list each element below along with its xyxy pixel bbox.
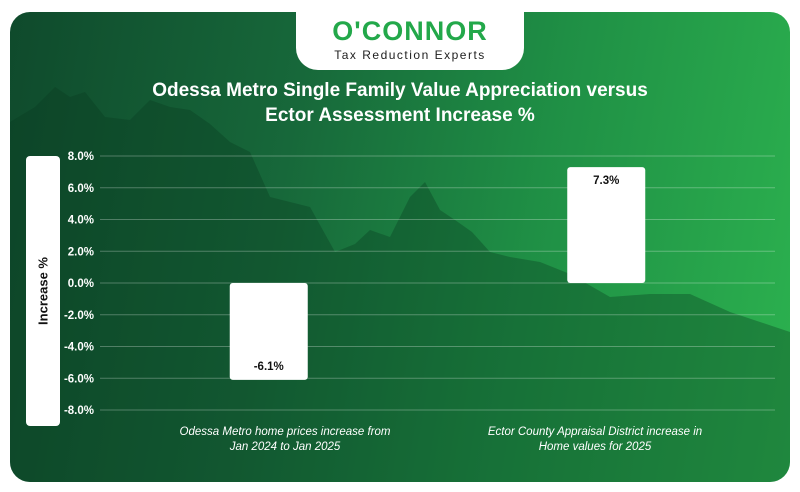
y-tick-label: -6.0% [64, 373, 94, 385]
x-category-label-2: Ector County Appraisal District increase… [465, 425, 725, 455]
chart-title: Odessa Metro Single Family Value Appreci… [100, 78, 700, 128]
brand-tagline: Tax Reduction Experts [334, 48, 486, 62]
y-tick-label: -2.0% [64, 310, 94, 322]
logo-tab: O'CONNOR Tax Reduction Experts [296, 12, 524, 70]
y-tick-label: 0.0% [68, 278, 94, 290]
y-tick-label: -4.0% [64, 342, 94, 354]
bar [229, 283, 308, 380]
y-tick-label: 8.0% [68, 151, 94, 163]
x-category-label-1-line-1: Odessa Metro home prices increase from [179, 426, 391, 438]
y-axis-label-box [26, 156, 60, 426]
plot-area: 8.0% 6.0% 4.0% 2.0% 0.0% -2.0% -4.0% -6.0% -8.0%… [64, 151, 775, 417]
chart-card: O'CONNOR Tax Reduction Experts Odessa Me… [10, 12, 790, 482]
x-category-label-2-line-1: Ector County Appraisal District increase… [487, 426, 703, 438]
bar-data-label: 7.3% [593, 175, 619, 187]
x-category-label-1: Odessa Metro home prices increase from J… [155, 425, 415, 455]
x-category-label-2-line-2: Home values for 2025 [538, 441, 652, 453]
chart-title-line-2: Ector Assessment Increase % [265, 105, 535, 126]
y-tick-label: 6.0% [68, 183, 94, 195]
brand-logo: O'CONNOR [332, 16, 488, 46]
y-tick-label: 4.0% [68, 215, 94, 227]
y-tick-label: 2.0% [68, 246, 94, 258]
bar-data-label: -6.1% [254, 361, 284, 373]
y-tick-label: -8.0% [64, 405, 94, 417]
background-mountain-graphic [10, 87, 790, 482]
x-category-label-1-line-2: Jan 2024 to Jan 2025 [229, 441, 341, 453]
chart-title-line-1: Odessa Metro Single Family Value Appreci… [152, 80, 648, 101]
bar [567, 167, 646, 283]
